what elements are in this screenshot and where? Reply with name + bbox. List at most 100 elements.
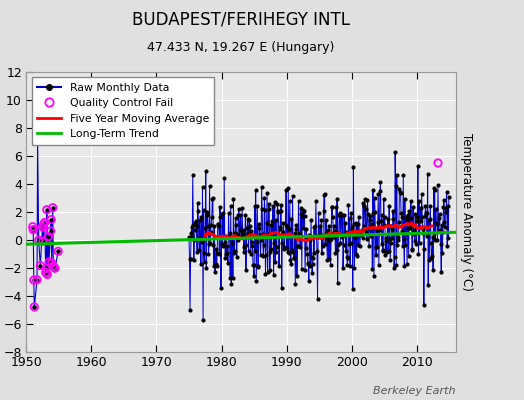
Point (241, 233, 249, 239)
Point (302, 235, 311, 241)
Point (252, 187, 260, 193)
Point (254, 262, 263, 269)
Point (257, 236, 265, 243)
Point (193, 249, 201, 256)
Point (292, 222, 301, 228)
Point (434, 228, 443, 235)
Point (255, 225, 263, 231)
Point (302, 226, 310, 232)
Point (339, 265, 347, 271)
Point (301, 267, 309, 274)
Point (303, 260, 312, 266)
Point (232, 215, 240, 222)
Point (269, 203, 277, 209)
Point (343, 254, 351, 260)
Point (205, 241, 213, 248)
Point (223, 250, 232, 256)
Point (264, 269, 272, 276)
Point (274, 208, 282, 214)
Point (436, 227, 444, 234)
Point (406, 224, 414, 231)
Point (200, 207, 208, 213)
Point (395, 186, 403, 192)
Point (355, 228, 364, 235)
Point (255, 221, 264, 227)
Point (208, 213, 216, 220)
Point (416, 224, 424, 230)
Point (434, 182, 442, 189)
Point (283, 248, 292, 255)
Point (220, 175, 228, 181)
Point (230, 196, 238, 202)
Point (442, 189, 451, 195)
Point (272, 249, 280, 256)
Point (368, 266, 377, 272)
Point (391, 183, 400, 190)
Point (422, 210, 431, 216)
Point (439, 204, 447, 210)
Point (245, 217, 254, 224)
Point (358, 227, 366, 234)
Point (403, 225, 412, 231)
Point (418, 191, 426, 198)
Point (48, 260, 56, 266)
Point (202, 265, 211, 271)
Point (326, 262, 335, 268)
Point (225, 230, 234, 236)
Point (323, 236, 331, 242)
Point (419, 226, 428, 232)
Point (200, 250, 209, 256)
Point (334, 230, 343, 236)
Point (324, 236, 333, 243)
Point (196, 235, 204, 241)
Point (259, 253, 267, 260)
Point (435, 214, 443, 221)
Point (380, 213, 389, 220)
Point (299, 225, 308, 232)
Point (263, 189, 271, 196)
Point (224, 210, 233, 216)
Point (28, 224, 37, 230)
Point (310, 224, 318, 230)
Point (192, 218, 200, 224)
Point (345, 214, 354, 221)
Point (39, 221, 48, 228)
Point (291, 281, 300, 287)
Point (286, 198, 294, 204)
Point (39, 238, 47, 244)
Point (352, 219, 360, 226)
Point (43, 271, 51, 278)
Point (391, 149, 399, 156)
Point (281, 232, 289, 238)
Point (33, 276, 41, 283)
Point (207, 222, 215, 228)
Point (29, 277, 38, 283)
Point (326, 237, 334, 243)
Point (285, 250, 293, 256)
Point (287, 260, 295, 267)
Point (242, 266, 250, 273)
Point (438, 249, 446, 256)
Point (426, 203, 434, 209)
Point (42, 206, 51, 213)
Point (399, 243, 407, 250)
Point (401, 196, 409, 202)
Point (392, 262, 400, 269)
Point (204, 222, 212, 229)
Point (210, 263, 218, 270)
Point (364, 225, 373, 231)
Point (230, 250, 238, 256)
Point (201, 259, 209, 266)
Point (337, 212, 345, 218)
Point (30, 304, 39, 310)
Point (425, 256, 433, 263)
Point (357, 232, 366, 238)
Point (384, 215, 392, 222)
Point (270, 199, 279, 205)
Point (248, 243, 257, 250)
Point (226, 202, 235, 209)
Point (347, 227, 356, 234)
Point (221, 255, 230, 261)
Point (300, 208, 308, 214)
Point (387, 239, 395, 246)
